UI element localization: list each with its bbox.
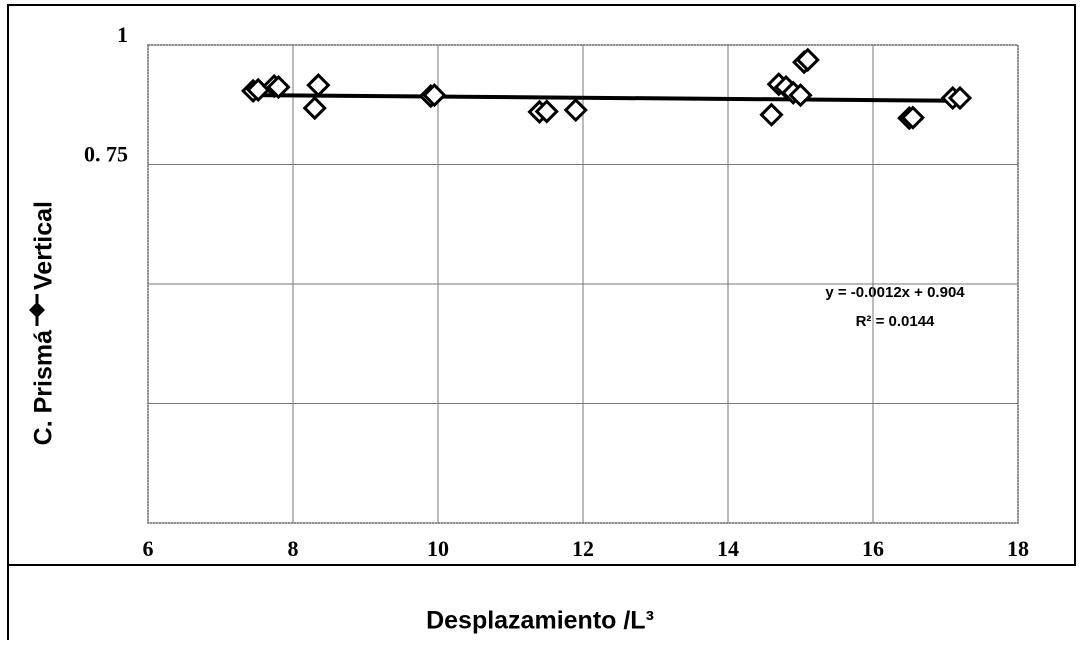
marker (759, 102, 784, 127)
marker (306, 73, 331, 98)
marker (900, 105, 925, 130)
x-tick-label: 8 (288, 536, 299, 561)
trendline (253, 93, 961, 103)
x-tick-label: 10 (427, 536, 449, 561)
y-label-part: Vertical (30, 201, 58, 290)
marker (563, 97, 588, 123)
x-tick-label: 6 (143, 536, 154, 561)
x-tick-label: 16 (862, 536, 884, 561)
y-label-part: C. Prismá (30, 330, 58, 445)
legend-marker (29, 302, 45, 318)
marker (534, 99, 559, 124)
marker (947, 85, 973, 111)
marker (302, 95, 327, 121)
y-tick-label: 0. 75 (84, 142, 128, 167)
trend-equation: y = -0.0012x + 0.904 (825, 284, 965, 301)
frame (7, 4, 1076, 566)
y-tick-label: 1 (117, 22, 128, 47)
x-tick-label: 12 (572, 536, 594, 561)
x-tick-label: 18 (1007, 536, 1029, 561)
marker (266, 74, 291, 100)
x-tick-label: 14 (717, 536, 739, 561)
x-axis-label: Desplazamiento /L³ (426, 607, 654, 635)
marker (788, 83, 813, 108)
marker (422, 83, 447, 108)
y-axis-label: C. Prismá Vertical (29, 201, 58, 445)
marker (795, 47, 820, 72)
trend-r2: R² = 0.0144 (856, 313, 935, 330)
